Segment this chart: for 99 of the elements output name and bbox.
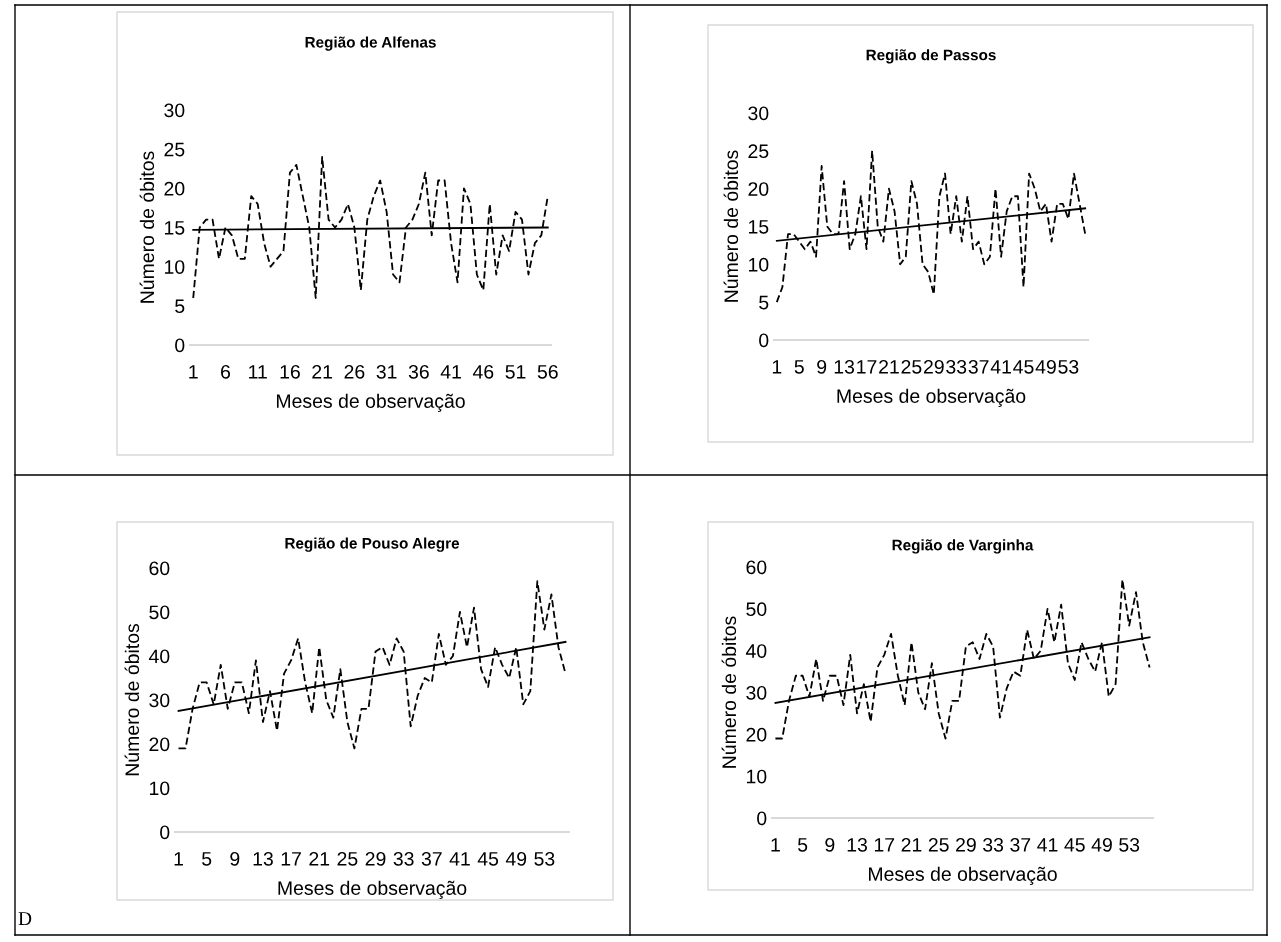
- line-series: [177, 580, 567, 750]
- line-series: [775, 149, 1087, 304]
- y-tick-label: 50: [746, 602, 767, 617]
- x-tick-label: 25: [928, 837, 949, 852]
- y-tick-label: 5: [759, 295, 769, 310]
- x-tick-label: 53: [1119, 837, 1140, 852]
- x-tick-label: 13: [834, 359, 855, 374]
- y-tick-label: 10: [747, 769, 767, 784]
- x-tick-label: 25: [901, 359, 922, 374]
- y-tick-label: 50: [149, 605, 170, 620]
- y-tick-label: 20: [164, 181, 185, 196]
- x-tick-label: 37: [1010, 837, 1031, 852]
- y-tick-label: 0: [160, 825, 170, 840]
- x-tick-label: 26: [344, 364, 365, 379]
- y-tick-label: 15: [165, 221, 185, 235]
- x-tick-label: 56: [537, 364, 558, 379]
- y-tick-label: 30: [149, 693, 170, 708]
- x-tick-label: 1: [771, 838, 780, 852]
- x-tick-label: 21: [312, 364, 333, 379]
- line-series: [192, 156, 549, 299]
- text: D: [18, 912, 32, 926]
- y-tick-label: 40: [148, 649, 170, 664]
- x-tick-label: 49: [1035, 359, 1056, 374]
- x-tick-label: 5: [794, 360, 804, 374]
- y-tick-label: 25: [748, 144, 769, 159]
- x-tick-label: 9: [825, 837, 835, 852]
- y-axis-title: Número de óbitos: [721, 616, 737, 768]
- x-axis-title: Meses de observação: [278, 880, 467, 899]
- y-tick-label: 15: [749, 220, 769, 234]
- x-tick-label: 25: [337, 851, 358, 866]
- x-tick-label: 6: [221, 364, 231, 379]
- x-tick-label: 5: [797, 838, 808, 852]
- x-tick-label: 37: [968, 359, 989, 374]
- x-axis-title: Meses de observação: [868, 866, 1057, 885]
- x-tick-label: 45: [1064, 838, 1085, 852]
- x-tick-label: 37: [421, 851, 442, 866]
- y-tick-label: 0: [759, 333, 769, 348]
- x-tick-label: 21: [879, 359, 899, 374]
- chart-title: Região de Pouso Alegre: [285, 537, 460, 552]
- y-axis-title: Número de óbitos: [139, 151, 155, 303]
- x-tick-label: 16: [280, 364, 300, 379]
- x-tick-label: 49: [1091, 837, 1112, 852]
- y-tick-label: 30: [748, 106, 769, 121]
- x-tick-label: 33: [983, 837, 1004, 852]
- chart-title: Região de Alfenas: [305, 36, 436, 51]
- x-tick-label: 49: [505, 851, 527, 866]
- x-tick-label: 5: [202, 852, 212, 866]
- x-axis-title: Meses de observação: [276, 393, 465, 412]
- y-tick-label: 10: [749, 257, 769, 272]
- x-tick-label: 41: [449, 852, 470, 866]
- x-tick-label: 1: [189, 365, 198, 379]
- chart-title: Região de Varginha: [892, 539, 1034, 554]
- y-tick-label: 0: [757, 811, 767, 826]
- y-axis-title: Número de óbitos: [723, 150, 739, 302]
- chart-title: Região de Passos: [866, 49, 996, 64]
- y-tick-label: 30: [164, 103, 185, 118]
- x-axis-title: Meses de observação: [837, 388, 1026, 407]
- x-tick-label: 41: [440, 365, 461, 379]
- x-tick-label: 17: [857, 360, 877, 374]
- x-tick-label: 33: [946, 359, 967, 374]
- y-tick-label: 10: [165, 260, 185, 274]
- x-tick-label: 9: [817, 359, 827, 374]
- x-tick-label: 51: [505, 365, 526, 379]
- y-tick-label: 40: [745, 644, 767, 658]
- line-series: [774, 578, 1151, 740]
- x-tick-label: 45: [477, 852, 499, 866]
- y-tick-label: 5: [175, 299, 185, 314]
- x-tick-label: 17: [281, 852, 301, 866]
- y-tick-label: 0: [175, 338, 185, 353]
- x-tick-label: 1: [772, 360, 782, 374]
- y-tick-label: 30: [746, 685, 767, 700]
- x-tick-label: 11: [249, 365, 267, 379]
- x-tick-label: 41: [1037, 838, 1058, 852]
- x-tick-label: 46: [472, 364, 494, 379]
- x-tick-label: 31: [376, 364, 397, 379]
- x-tick-label: 41: [990, 360, 1011, 374]
- x-tick-label: 29: [956, 837, 976, 852]
- x-tick-label: 1: [174, 852, 183, 866]
- x-tick-label: 36: [408, 364, 429, 379]
- x-tick-label: 53: [1058, 359, 1079, 374]
- x-tick-label: 17: [874, 838, 895, 852]
- x-tick-label: 13: [847, 837, 868, 852]
- y-tick-label: 25: [164, 142, 185, 157]
- x-tick-label: 53: [534, 851, 555, 866]
- y-tick-label: 20: [746, 727, 767, 742]
- x-tick-label: 45: [1013, 360, 1034, 374]
- x-tick-label: 21: [901, 837, 922, 852]
- x-tick-label: 29: [923, 359, 944, 374]
- y-tick-label: 20: [149, 737, 170, 752]
- y-tick-label: 60: [746, 560, 767, 575]
- x-tick-label: 21: [309, 851, 330, 866]
- y-axis-title: Número de óbitos: [124, 623, 140, 776]
- y-tick-label: 20: [748, 182, 769, 196]
- x-tick-label: 29: [365, 851, 386, 866]
- x-tick-label: 13: [253, 851, 273, 866]
- x-tick-label: 33: [393, 851, 414, 866]
- x-tick-label: 9: [230, 851, 240, 866]
- y-tick-label: 60: [149, 561, 170, 576]
- y-tick-label: 10: [150, 781, 170, 796]
